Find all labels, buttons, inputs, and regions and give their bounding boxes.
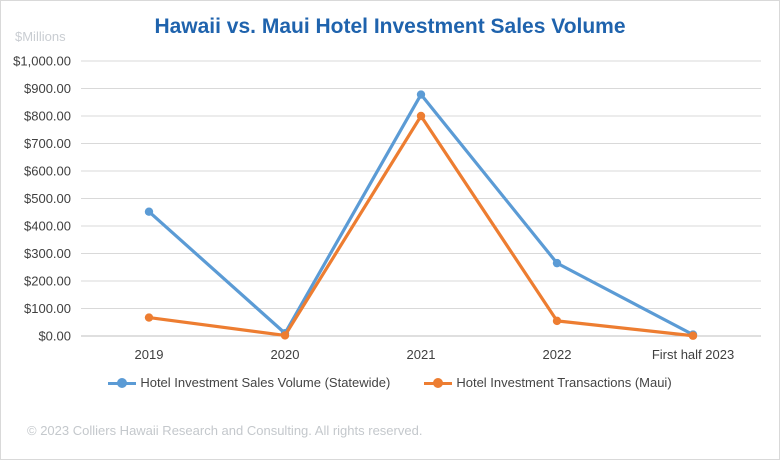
y-unit-label: $Millions <box>15 29 66 44</box>
y-axis-ticks: $0.00 $100.00 $200.00 $300.00 $400.00 $500.00… <box>13 54 71 344</box>
x-tick-label: 2022 <box>543 347 572 362</box>
series-line-0 <box>147 92 694 337</box>
copyright-footer: © 2023 Colliers Hawaii Research and Cons… <box>27 423 423 438</box>
data-point[interactable] <box>280 331 290 340</box>
legend: Hotel Investment Sales Volume (Statewide… <box>1 375 779 390</box>
x-axis-ticks: 2019 2020 2021 2022 First half 2023 <box>135 347 735 362</box>
y-tick-label: $800.00 <box>24 109 71 124</box>
x-tick-label: 2021 <box>407 347 436 362</box>
data-point[interactable] <box>144 207 154 216</box>
data-point[interactable] <box>552 316 562 326</box>
y-tick-label: $300.00 <box>24 246 71 261</box>
y-tick-label: $600.00 <box>24 164 71 179</box>
gridlines <box>81 60 761 337</box>
legend-swatch-statewide <box>108 377 137 388</box>
chart-title: Hawaii vs. Maui Hotel Investment Sales V… <box>154 15 626 38</box>
legend-label-statewide: Hotel Investment Sales Volume (Statewide… <box>140 375 391 390</box>
data-point[interactable] <box>144 313 154 322</box>
x-tick-label: 2019 <box>135 347 164 362</box>
data-point[interactable] <box>688 331 698 340</box>
series-lines <box>144 90 698 340</box>
data-point[interactable] <box>552 258 562 268</box>
x-tick-label: First half 2023 <box>652 347 734 362</box>
legend-item-statewide[interactable]: Hotel Investment Sales Volume (Statewide… <box>108 375 390 390</box>
y-tick-label: $100.00 <box>24 301 71 316</box>
legend-swatch-maui <box>424 377 453 388</box>
y-tick-label: $700.00 <box>24 136 71 151</box>
y-tick-label: $900.00 <box>24 81 71 96</box>
y-tick-label: $400.00 <box>24 219 71 234</box>
y-tick-label: $0.00 <box>38 329 71 344</box>
y-tick-label: $200.00 <box>24 274 71 289</box>
legend-label-maui: Hotel Investment Transactions (Maui) <box>456 375 672 390</box>
y-tick-label: $1,000.00 <box>13 54 71 69</box>
y-tick-label: $500.00 <box>24 191 71 206</box>
legend-item-maui[interactable]: Hotel Investment Transactions (Maui) <box>424 375 672 390</box>
data-point[interactable] <box>416 111 426 121</box>
x-tick-label: 2020 <box>271 347 300 362</box>
data-point[interactable] <box>416 90 426 99</box>
line-chart: $0.00 $100.00 $200.00 $300.00 $400.00 $500.00… <box>13 54 761 362</box>
